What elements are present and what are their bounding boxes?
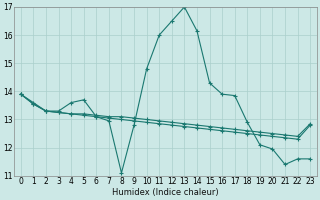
X-axis label: Humidex (Indice chaleur): Humidex (Indice chaleur)	[112, 188, 219, 197]
